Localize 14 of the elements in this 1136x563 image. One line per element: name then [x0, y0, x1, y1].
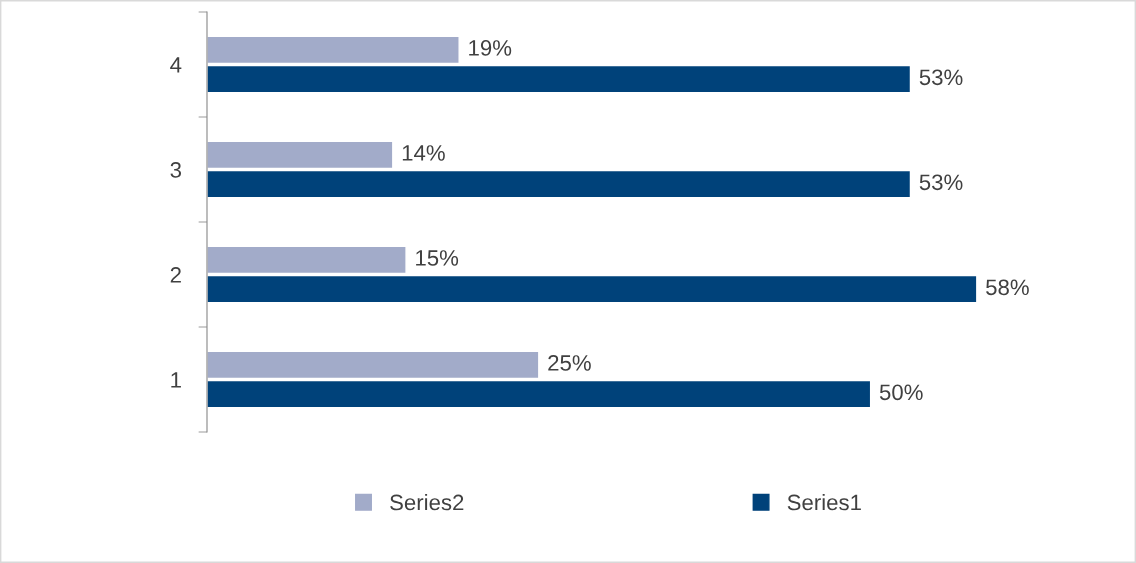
data-label: 15%: [416, 250, 459, 266]
legend-label: Series1: [787, 494, 861, 511]
data-label: 53%: [919, 69, 963, 86]
y-tick-label: 3: [170, 162, 182, 178]
data-label: 25%: [548, 355, 591, 371]
data-label: 50%: [879, 384, 923, 401]
data-label: 58%: [986, 279, 1029, 296]
y-tick-label: 1: [171, 372, 181, 388]
data-label: 14%: [402, 145, 445, 161]
data-label: 53%: [919, 174, 963, 191]
data-label: 19%: [469, 40, 512, 56]
legend-label: Series2: [390, 494, 464, 511]
y-tick-label: 2: [170, 267, 181, 283]
y-tick-label: 4: [170, 57, 182, 73]
